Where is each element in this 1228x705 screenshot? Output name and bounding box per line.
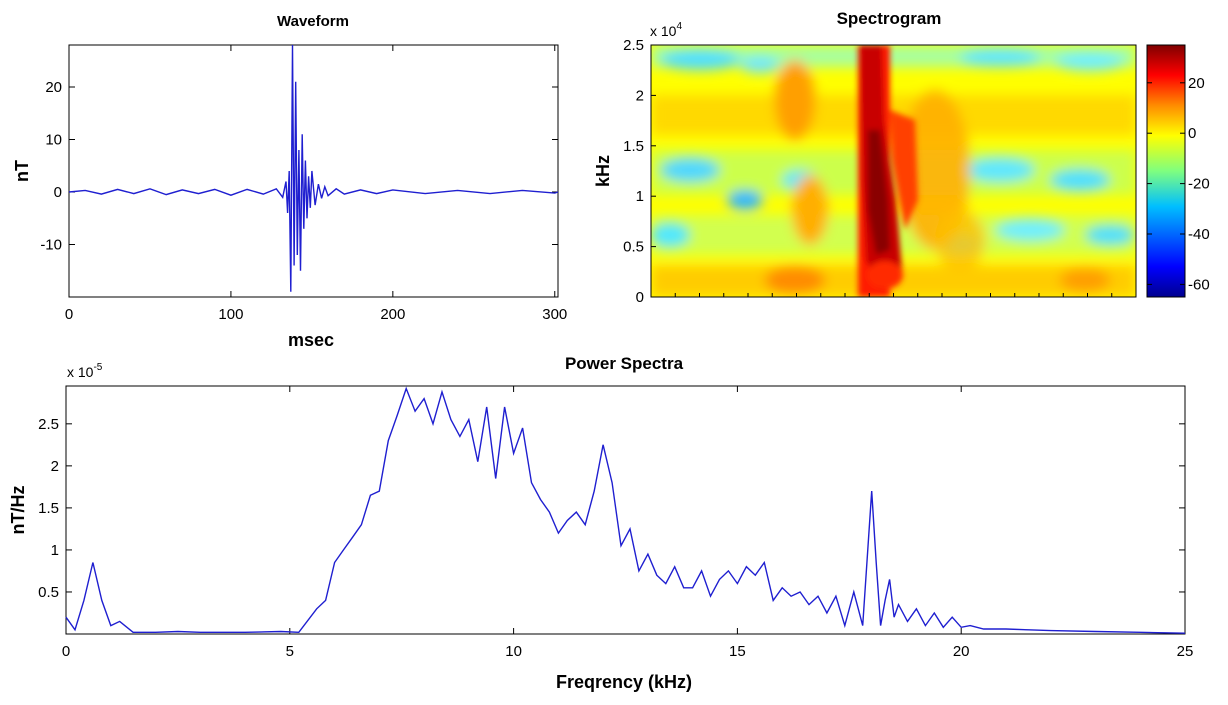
colorbar-tick-label: 20 [1188,75,1205,92]
power-spectra-xtick-label: 25 [1177,643,1194,660]
spectrogram-title: Spectrogram [837,9,942,28]
colorbar-ticks: 20 0 -20 -40 -60 [1147,75,1210,293]
waveform-ticks: 0 100 200 300 -10 0 10 20 [40,45,567,323]
spectrogram-ytick-label: 2 [636,87,644,104]
power-spectra-xtick-label: 10 [505,643,522,660]
power-spectra-ylabel: nT/Hz [8,486,28,535]
waveform-xtick-label: 200 [380,306,405,323]
power-spectra-y-multiplier: x 10-5 [67,362,103,380]
waveform-ytick-label: 10 [45,132,62,149]
waveform-xtick-label: 0 [65,306,73,323]
waveform-xlabel: msec [288,330,334,350]
power-spectra-ytick-label: 1.5 [38,500,59,517]
power-spectra-plot-area [65,385,1186,635]
colorbar-tick-label: -20 [1188,176,1210,193]
spectrogram-ytick-label: 1.5 [623,138,644,155]
power-spectra-chart: Power Spectra x 10-5 0 5 10 15 20 25 0.5 1 1.5 2 2… [8,354,1193,692]
spectrogram-y-multiplier-exp: 4 [676,21,682,32]
power-spectra-ytick-label: 0.5 [38,584,59,601]
power-spectra-ticks: 0 5 10 15 20 25 0.5 1 1.5 2 2.5 [38,386,1193,660]
spectrogram-ytick-label: 0.5 [623,239,644,256]
power-spectra-y-multiplier-base: x 10 [67,364,94,380]
power-spectra-xtick-label: 5 [286,643,294,660]
power-spectra-xtick-label: 0 [62,643,70,660]
spectrogram-ylabel: kHz [593,155,613,187]
waveform-plot-area [68,44,559,298]
spectrogram-y-multiplier: x 104 [650,21,682,39]
waveform-ytick-label: -10 [40,237,62,254]
waveform-title: Waveform [277,13,349,30]
colorbar-tick-label: -60 [1188,276,1210,293]
waveform-xtick-label: 100 [218,306,243,323]
waveform-ytick-label: 20 [45,79,62,96]
waveform-series-line [68,44,559,292]
power-spectra-xtick-label: 15 [729,643,746,660]
colorbar-tick-label: -40 [1188,226,1210,243]
power-spectra-ytick-label: 2 [51,458,59,475]
power-spectra-title: Power Spectra [565,354,684,373]
power-spectra-ytick-label: 2.5 [38,416,59,433]
waveform-xtick-label: 300 [542,306,567,323]
spectrogram-ytick-label: 2.5 [623,37,644,54]
power-spectra-y-multiplier-exp: -5 [93,362,102,373]
power-spectra-xlabel: Freqrency (kHz) [556,672,692,692]
colorbar-tick-label: 0 [1188,125,1196,142]
waveform-chart: Waveform 0 100 200 300 -10 0 10 20 nT msec [12,13,567,350]
spectrogram-ytick-label: 0 [636,289,644,306]
spectrogram-y-multiplier-base: x 10 [650,23,677,39]
power-spectra-ytick-label: 1 [51,542,59,559]
spectrogram-ytick-label: 1 [636,188,644,205]
power-spectra-series-line [65,386,1186,634]
waveform-ytick-label: 0 [54,184,62,201]
spectrogram-chart: Spectrogram x 104 [593,9,1210,306]
spectrogram-colorbar [1146,44,1186,298]
waveform-ylabel: nT [12,160,32,182]
spectrogram-ticks: 0 0.5 1 1.5 2 2.5 [623,37,1113,306]
power-spectra-xtick-label: 20 [953,643,970,660]
spectrogram-heatmap [651,45,1136,297]
